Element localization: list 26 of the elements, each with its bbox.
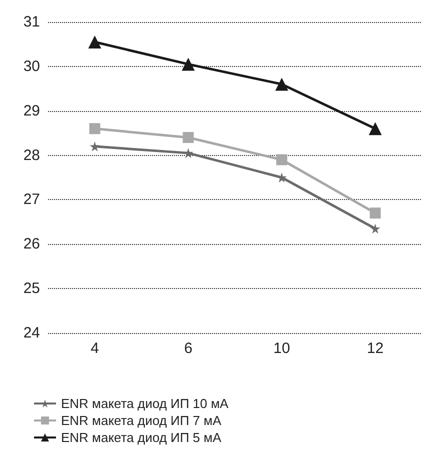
y-tick-label: 28 (23, 146, 40, 164)
x-tick-label: 12 (366, 340, 384, 357)
point (182, 58, 195, 71)
y-tick-label: 26 (23, 236, 40, 253)
y-tick-label: 27 (23, 191, 40, 208)
legend-label: ENR макета диод ИП 10 мА (61, 396, 229, 411)
point (370, 224, 380, 234)
point (89, 123, 100, 134)
y-tick-label: 31 (23, 14, 40, 30)
legend-label: ENR макета диод ИП 5 мА (61, 430, 222, 445)
y-tick-label: 30 (23, 58, 40, 75)
point (276, 154, 288, 166)
point (183, 148, 194, 158)
point (275, 78, 288, 91)
x-tick-label: 6 (184, 340, 192, 357)
x-tick-label: 4 (90, 340, 99, 357)
point (370, 208, 381, 219)
y-tick-label: 29 (23, 102, 40, 120)
y-tick-label: 25 (23, 280, 40, 298)
point (88, 35, 102, 48)
point (182, 132, 194, 144)
y-tick-label: 24 (23, 324, 40, 342)
point (368, 122, 382, 136)
point (90, 141, 100, 152)
x-tick-label: 10 (273, 340, 290, 357)
legend-label: ENR макета диод ИП 7 мА (61, 413, 222, 428)
